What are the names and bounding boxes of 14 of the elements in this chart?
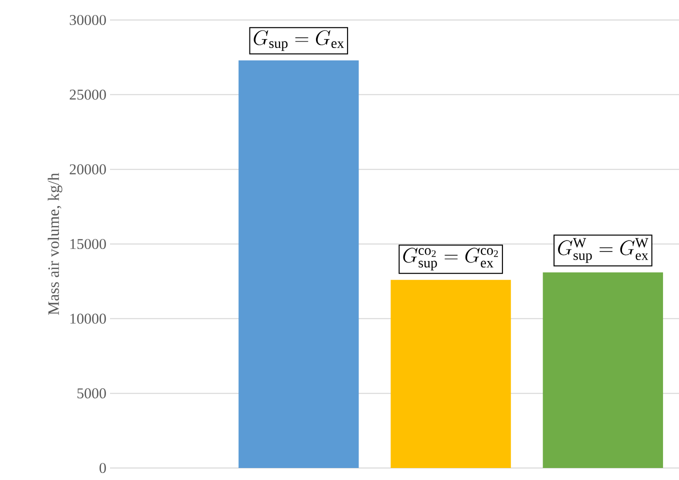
y-axis-title: Mass air volume, kg/h <box>48 172 62 315</box>
y-tick-label: 0 <box>100 462 106 474</box>
y-tick-label: 5000 <box>77 388 106 398</box>
bar <box>238 60 359 468</box>
y-tick-label: 20000 <box>70 164 106 174</box>
annotation: $G_{\mathrm{sup}}^{\mathrm{W}} = G_{\mathrm{ex}}^{\mathrm{W}}$ <box>558 238 648 263</box>
bar <box>390 280 511 468</box>
y-tick-label: 15000 <box>70 238 106 250</box>
y-tick-label: 10000 <box>70 314 106 324</box>
bar <box>542 272 664 468</box>
annotation: $G_{\mathrm{sup}}^{\mathrm{co_2}} = G_{\mathrm{ex}}^{\mathrm{co_2}}$ <box>403 248 498 270</box>
annotation: $G_{\mathrm{sup}} = G_{\mathrm{ex}}$ <box>254 30 344 51</box>
y-tick-label: 25000 <box>70 90 106 100</box>
y-tick-label: 30000 <box>70 14 106 26</box>
